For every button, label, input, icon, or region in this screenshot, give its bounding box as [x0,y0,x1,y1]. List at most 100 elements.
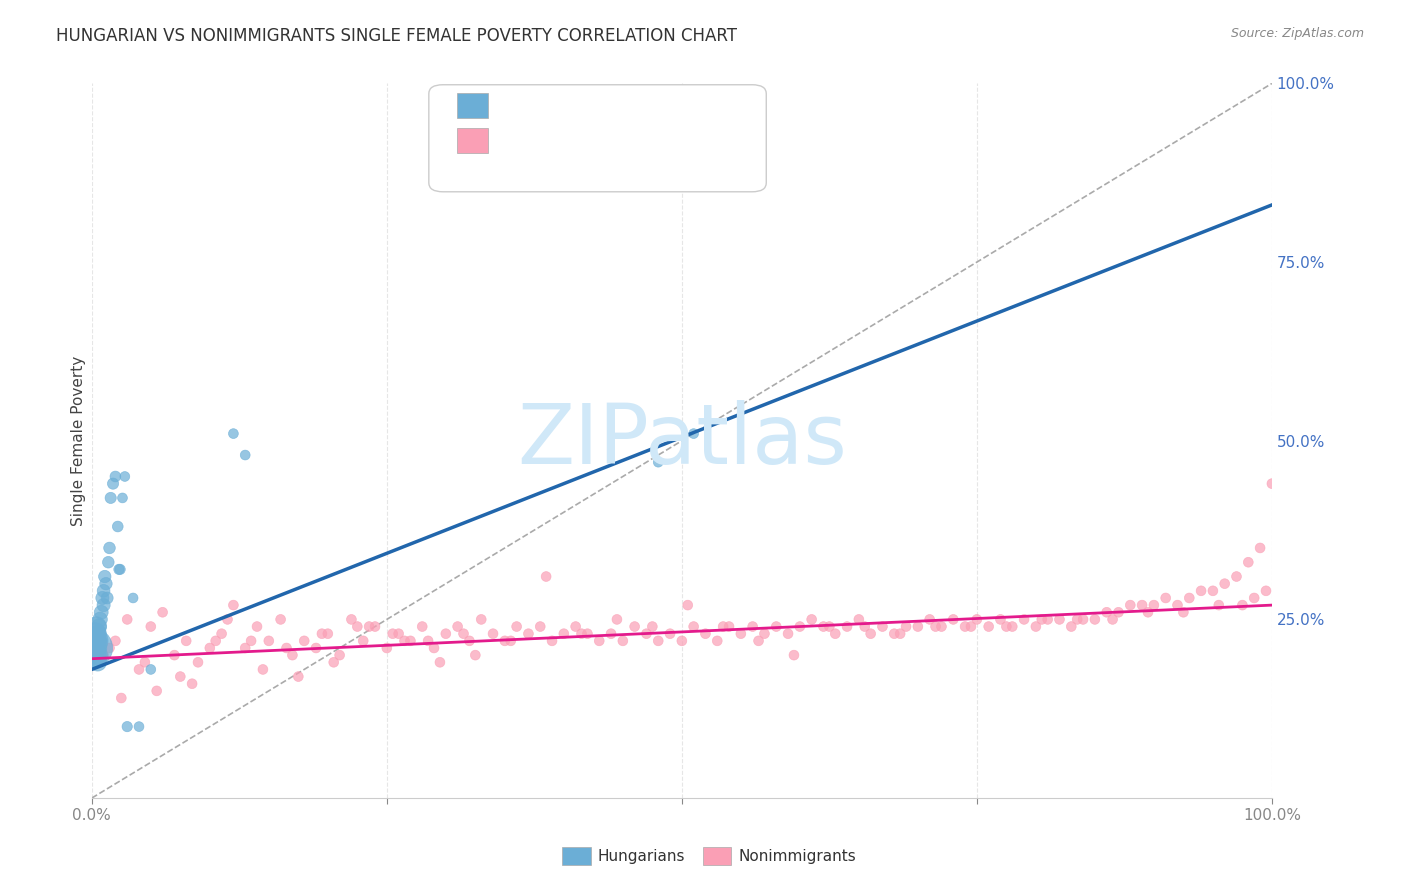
Point [169,669,191,683]
Point [576,626,599,640]
Point [706,633,728,648]
Point [813,619,835,633]
Point [1119,598,1142,612]
Point [211,626,233,640]
Point [84,626,107,640]
Point [281,648,304,662]
Point [682,619,704,633]
Point [1031,612,1053,626]
Point [233,448,256,462]
Point [894,619,917,633]
Point [287,669,309,683]
Point [86,648,108,662]
Point [305,640,328,655]
Point [776,626,799,640]
Point [86,626,108,640]
Point [623,619,645,633]
Point [1254,583,1277,598]
Point [482,626,505,640]
Point [553,626,575,640]
Point [1189,583,1212,598]
Point [359,619,381,633]
Point [91,591,114,605]
Point [800,612,823,626]
Point [110,691,132,706]
Point [977,619,1000,633]
Point [1012,612,1035,626]
Point [399,633,422,648]
Point [94,569,117,583]
Point [931,619,953,633]
Point [1208,598,1230,612]
Point [564,619,586,633]
Point [89,633,111,648]
Point [682,426,704,441]
Point [1036,612,1059,626]
Point [671,633,693,648]
Point [93,648,115,662]
Point [222,426,245,441]
Point [499,633,522,648]
Point [647,633,669,648]
Point [311,626,333,640]
Text: Hungarians: Hungarians [598,849,685,863]
Point [1261,476,1284,491]
Point [152,605,174,619]
Point [859,626,882,640]
Point [995,619,1018,633]
Point [1166,598,1188,612]
Point [139,662,162,676]
Point [90,605,112,619]
Point [517,626,540,640]
Point [84,648,107,662]
Point [187,655,209,669]
Point [128,662,150,676]
Point [114,469,136,483]
Point [270,612,292,626]
Point [222,598,245,612]
Point [754,626,776,640]
Point [695,626,717,640]
Point [122,591,145,605]
Point [364,619,387,633]
Point [676,598,699,612]
Point [82,640,104,655]
Point [718,619,741,633]
Point [606,612,628,626]
Point [86,655,108,669]
Point [1243,591,1265,605]
Point [233,640,256,655]
Point [600,626,623,640]
Point [276,640,298,655]
Point [174,633,197,648]
Point [246,619,269,633]
Point [181,677,204,691]
Point [534,569,557,583]
Point [1025,619,1047,633]
Point [340,612,363,626]
Point [93,583,115,598]
Point [97,555,120,569]
Point [1213,576,1236,591]
Point [647,455,669,469]
Point [765,619,787,633]
Point [541,633,564,648]
Point [87,619,110,633]
Text: 38: 38 [644,95,669,113]
Point [1095,605,1118,619]
Text: Source: ZipAtlas.com: Source: ZipAtlas.com [1230,27,1364,40]
Point [824,626,846,640]
Point [966,612,988,626]
Point [872,619,894,633]
Point [128,720,150,734]
Y-axis label: Single Female Poverty: Single Female Poverty [72,356,86,526]
Text: N =: N = [595,131,647,149]
Point [458,633,481,648]
Point [108,562,131,576]
Point [1173,605,1195,619]
Text: R =: R = [496,95,536,113]
Point [434,626,457,640]
Point [1101,612,1123,626]
Point [464,648,486,662]
Point [1237,555,1260,569]
